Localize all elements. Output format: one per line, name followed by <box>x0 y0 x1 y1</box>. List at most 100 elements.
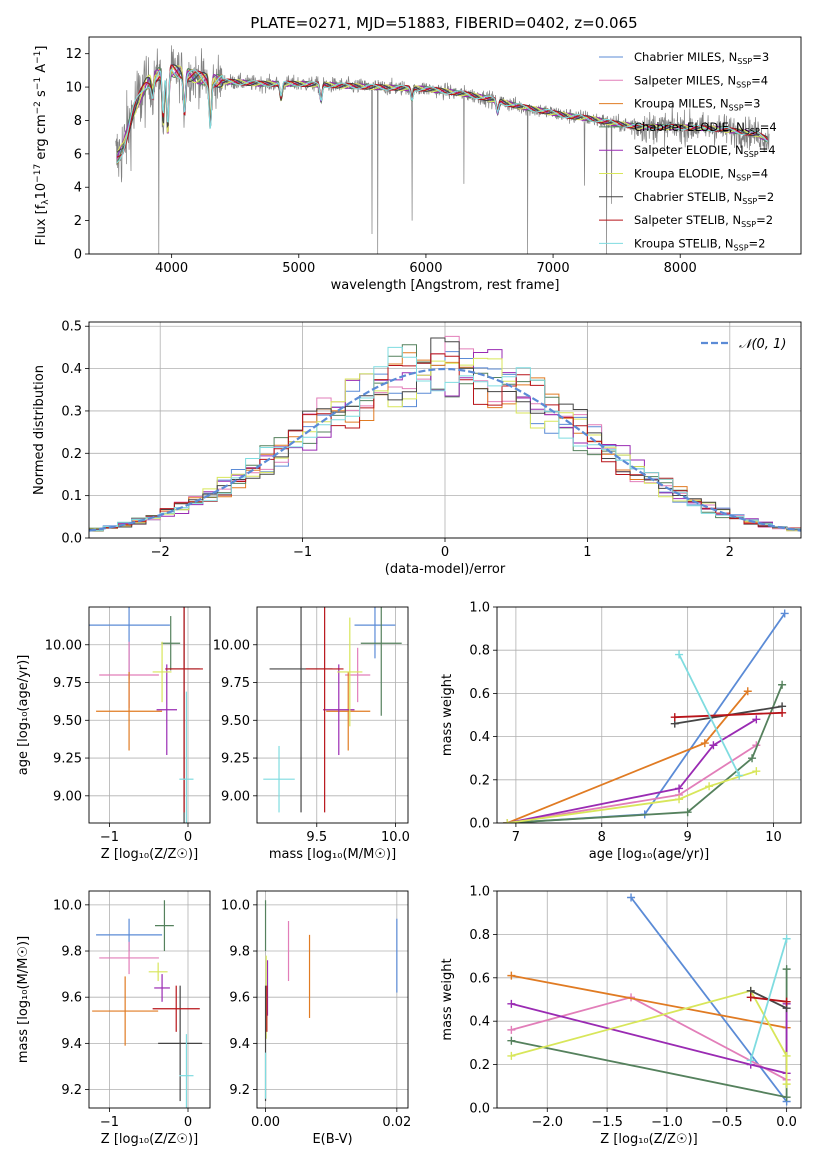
x-tick-label: 0 <box>184 830 192 845</box>
y-tick-label: 2 <box>74 214 82 229</box>
y-tick-label: 0 <box>74 248 82 263</box>
weight-point-marker <box>507 971 516 980</box>
weight-point-marker <box>780 609 789 618</box>
residual-histogram-7 <box>89 353 801 531</box>
x-tick-label: 7 <box>512 830 520 845</box>
y-tick-label: 0.1 <box>61 489 82 504</box>
weight-vs-age-panel: 7 8 9 10 0.0 0.2 0.4 0.6 0.8 1.0 age [log₁₀(age/yr… <box>440 601 802 862</box>
weight-point-marker <box>700 739 709 748</box>
figure-title: PLATE=0271, MJD=51883, FIBERID=0402, z=0… <box>250 14 637 32</box>
x-tick-label: −1.0 <box>651 1115 683 1130</box>
x-tick-label: −1 <box>100 1115 119 1130</box>
y-tick-label: 9.8 <box>229 945 250 960</box>
x-tick-label: 10.0 <box>381 830 410 845</box>
axes-frame <box>88 606 211 824</box>
y-tick-label: 0.0 <box>469 817 490 832</box>
y-tick-label: 0.2 <box>469 1058 490 1073</box>
x-tick-label: 8 <box>598 830 606 845</box>
axes-frame <box>88 36 802 255</box>
x-tick-label: 0.00 <box>251 1115 280 1130</box>
weight-point-marker <box>670 713 679 722</box>
weight-line-5 <box>511 989 788 1085</box>
weight-vs-z-panel: −2.0 −1.5 −1.0 −0.5 0.0 0.0 0.2 0.4 0.6 0.8 1.0 Z [… <box>440 885 802 1147</box>
x-tick-label: −0.5 <box>711 1115 743 1130</box>
y-tick-label: 0.3 <box>61 404 82 419</box>
y-tick-label: 9.00 <box>53 789 82 804</box>
weight-point-marker <box>507 1036 516 1045</box>
y-tick-label: 10.00 <box>213 638 250 653</box>
y-tick-label: 1.0 <box>469 885 490 900</box>
weight-point-marker <box>748 754 757 763</box>
weight-point-marker <box>746 1056 755 1065</box>
weight-point-marker <box>743 687 752 696</box>
mass-vs-z-panel: −1 0 9.2 9.4 9.6 9.8 10.0 Z [log₁₀(Z/Z☉)] mass [… <box>16 890 211 1147</box>
x-axis-label: mass [log₁₀(M/M☉)] <box>269 847 396 862</box>
y-tick-label: 0.2 <box>61 447 82 462</box>
y-tick-label: 9.25 <box>53 752 82 767</box>
weight-point-marker <box>752 715 761 724</box>
y-axis-label: Normed distribution <box>32 365 47 495</box>
y-tick-label: 9.75 <box>53 676 82 691</box>
y-tick-label: 9.4 <box>61 1037 82 1052</box>
axes-frame <box>88 321 802 539</box>
y-tick-label: 0.8 <box>469 644 490 659</box>
y-axis-label: mass weight <box>440 958 455 1040</box>
y-tick-label: 1.0 <box>469 601 490 616</box>
y-tick-label: 0.2 <box>469 773 490 788</box>
y-tick-label: 9.6 <box>61 991 82 1006</box>
plot-area <box>507 893 791 1106</box>
x-tick-label: 0 <box>184 1115 192 1130</box>
x-tick-label: 0.02 <box>382 1115 411 1130</box>
x-tick-label: 6000 <box>409 261 442 276</box>
weight-point-marker <box>782 1051 791 1060</box>
weight-point-marker <box>507 999 516 1008</box>
weight-point-marker <box>675 784 684 793</box>
y-tick-label: 9.75 <box>221 676 250 691</box>
x-tick-label: 4000 <box>155 261 188 276</box>
legend-entry: 𝒩(0, 1) <box>739 337 786 352</box>
weight-point-marker <box>746 993 755 1002</box>
x-tick-label: 10 <box>765 830 782 845</box>
weight-point-marker <box>683 808 692 817</box>
plot-area <box>115 45 770 254</box>
weight-line-1 <box>507 744 757 823</box>
y-tick-label: 0.6 <box>469 971 490 986</box>
x-tick-label: 0.0 <box>776 1115 797 1130</box>
plot-area <box>89 607 203 823</box>
y-tick-label: 9.50 <box>53 714 82 729</box>
weight-point-marker <box>782 1080 791 1089</box>
plot-area <box>89 335 801 532</box>
legend-entry: Salpeter MILES, NSSP=4 <box>634 73 768 89</box>
y-axis-label: mass [log₁₀(M/M☉)] <box>16 936 31 1063</box>
y-axis-label: mass weight <box>440 674 455 756</box>
y-tick-label: 9.4 <box>229 1037 250 1052</box>
residual-histogram-4 <box>89 349 801 532</box>
y-tick-label: 9.00 <box>221 789 250 804</box>
y-tick-label: 12 <box>65 47 82 62</box>
x-tick-label: 5000 <box>282 261 315 276</box>
y-tick-label: 0.0 <box>469 1102 490 1117</box>
weight-point-marker <box>507 1025 516 1034</box>
weight-point-marker <box>782 1093 791 1102</box>
x-axis-label: (data-model)/error <box>385 562 506 577</box>
x-tick-label: 9 <box>684 830 692 845</box>
plot-area <box>264 900 398 1102</box>
legend-entry: Kroupa STELIB, NSSP=2 <box>634 236 765 252</box>
y-tick-label: 0.4 <box>61 362 82 377</box>
x-axis-label: Z [log₁₀(Z/Z☉)] <box>600 1132 697 1147</box>
y-tick-label: 0.4 <box>469 1015 490 1030</box>
weight-line-8 <box>678 654 741 776</box>
y-tick-label: 0.4 <box>469 730 490 745</box>
y-tick-label: 10 <box>65 81 82 96</box>
weight-point-marker <box>778 708 787 717</box>
weight-line-8 <box>749 938 788 1061</box>
x-tick-label: −1 <box>293 545 312 560</box>
y-tick-label: 9.8 <box>61 945 82 960</box>
weight-point-marker <box>778 680 787 689</box>
weight-line-0 <box>507 612 786 823</box>
axes-frame <box>88 890 211 1109</box>
y-tick-label: 10.00 <box>45 638 82 653</box>
weight-line-3 <box>507 684 783 823</box>
legend-entry: Chabrier ELODIE, NSSP=4 <box>634 120 777 136</box>
